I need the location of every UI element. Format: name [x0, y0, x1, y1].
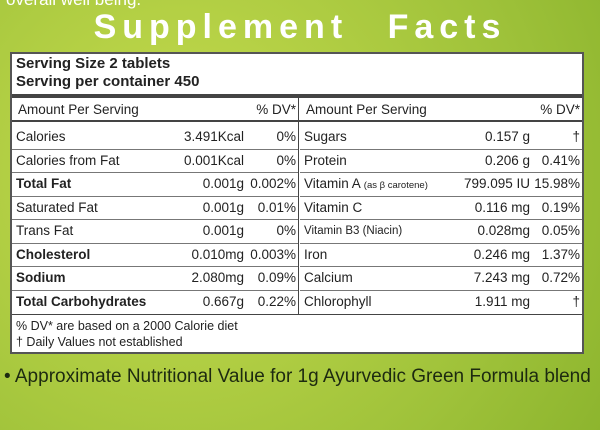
- daily-value: 0.003%: [250, 246, 296, 262]
- amount: 2.080mg: [191, 270, 244, 285]
- header: Amount Per Serving: [306, 102, 427, 117]
- serving-size: Serving Size 2 tablets: [16, 55, 171, 72]
- row-line: [300, 242, 582, 244]
- nutrient-name: Chlorophyll: [304, 293, 372, 309]
- nutrient-name: Iron: [304, 246, 328, 262]
- row-line: [300, 219, 582, 220]
- amount: 0.206 g: [484, 152, 530, 168]
- bottom-text: • Approximate Nutritional Value for 1g A…: [4, 366, 591, 387]
- nutrient-name: Vitamin C: [304, 199, 363, 215]
- nutrient-name: Trans Fat: [16, 223, 74, 238]
- nutrient-note: (as β carotene): [363, 180, 428, 191]
- amount: 799.095 IU: [463, 176, 530, 191]
- daily-value: 0.002%: [250, 176, 296, 191]
- facts-box: Serving Size 2 tablets Serving per conta…: [10, 52, 584, 354]
- amount: 0.667g: [202, 293, 244, 309]
- row-line: [300, 148, 582, 150]
- amount: 0.001g: [202, 176, 244, 191]
- row-line: [12, 195, 298, 197]
- amount: 0.001g: [202, 223, 244, 238]
- nutrient-name: Calcium: [304, 270, 353, 285]
- nutrient-name: Protein: [304, 152, 347, 168]
- daily-value: 0.09%: [257, 270, 296, 285]
- daily-value: 0.01%: [257, 199, 296, 215]
- daily-value: 0%: [276, 129, 296, 144]
- daily-value: 1.37%: [541, 246, 580, 262]
- nutrient-name: Vitamin B3 (Niacin): [304, 225, 403, 237]
- footnote: % DV* are based on a 2000 Calorie diet: [16, 319, 238, 333]
- amount: 7.243 mg: [473, 270, 530, 285]
- nutrient-name: Sugars: [304, 129, 347, 144]
- daily-value: 0%: [276, 152, 296, 168]
- header: Amount Per Serving: [18, 102, 139, 117]
- daily-value: 0.19%: [541, 199, 580, 215]
- header: % DV*: [256, 102, 296, 117]
- row-line: [12, 289, 298, 291]
- nutrient-name: Saturated Fat: [16, 199, 98, 215]
- row-line: [300, 195, 582, 197]
- nutrient-name: Total Fat: [16, 176, 72, 191]
- daily-value: 0%: [276, 223, 296, 238]
- nutrient-name: Total Carbohydrates: [16, 293, 147, 309]
- row-line: [12, 266, 298, 267]
- divider: [298, 98, 299, 314]
- title: Supplement Facts: [93, 8, 507, 46]
- amount: 0.116 mg: [474, 199, 530, 215]
- row-line: [300, 289, 582, 291]
- amount: 0.001Kcal: [183, 152, 244, 168]
- amount: 0.010mg: [191, 246, 244, 262]
- row-line: [12, 242, 298, 244]
- footnote: † Daily Values not established: [16, 335, 183, 349]
- nutrient-name: Sodium: [16, 270, 66, 285]
- serving-per-container: Serving per container 450: [16, 73, 200, 90]
- row-line: [300, 172, 582, 173]
- daily-value: †: [572, 129, 580, 144]
- amount: 3.491Kcal: [183, 129, 244, 144]
- daily-value: 0.41%: [541, 152, 580, 168]
- nutrient-name: Cholesterol: [16, 246, 91, 262]
- amount: 0.157 g: [484, 129, 530, 144]
- nutrient-name: Calories from Fat: [16, 152, 120, 168]
- daily-value: 0.22%: [257, 293, 296, 309]
- daily-value: 0.05%: [541, 223, 580, 238]
- rule: [12, 94, 582, 98]
- row-line: [12, 148, 298, 150]
- row-line: [12, 219, 298, 220]
- top-text: overall well being.: [6, 0, 141, 10]
- header: % DV*: [540, 102, 580, 117]
- daily-value: †: [572, 293, 580, 309]
- amount: 1.911 mg: [474, 293, 530, 309]
- row-line: [12, 172, 298, 173]
- amount: 0.246 mg: [473, 246, 530, 262]
- rule: [12, 314, 582, 315]
- amount: 0.028mg: [477, 223, 530, 238]
- row-line: [300, 266, 582, 267]
- amount: 0.001g: [202, 199, 244, 215]
- daily-value: 0.72%: [541, 270, 580, 285]
- daily-value: 15.98%: [534, 176, 580, 191]
- nutrient-name: Vitamin A (as β carotene): [304, 176, 428, 191]
- nutrient-name: Calories: [16, 129, 66, 144]
- rule: [12, 120, 582, 122]
